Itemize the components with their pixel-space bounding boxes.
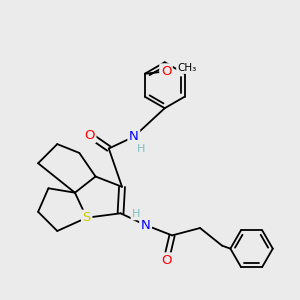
Text: S: S	[82, 211, 91, 224]
Text: CH₃: CH₃	[177, 63, 196, 73]
Text: N: N	[141, 219, 151, 232]
Text: H: H	[132, 209, 140, 219]
Text: N: N	[129, 130, 139, 143]
Text: O: O	[161, 254, 171, 267]
Text: H: H	[137, 144, 146, 154]
Text: O: O	[161, 65, 171, 78]
Text: O: O	[84, 129, 95, 142]
